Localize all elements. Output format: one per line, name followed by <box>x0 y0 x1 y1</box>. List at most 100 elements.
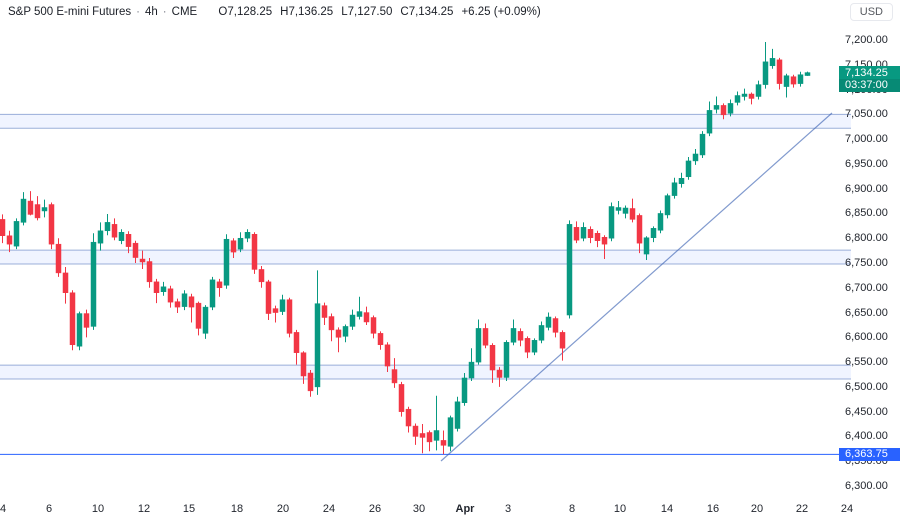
candle[interactable] <box>608 202 615 242</box>
candle[interactable] <box>587 226 594 244</box>
candle[interactable] <box>251 232 258 274</box>
candle[interactable] <box>272 305 279 323</box>
candle[interactable] <box>692 149 699 165</box>
candle[interactable] <box>41 199 48 218</box>
candle[interactable] <box>482 323 489 349</box>
candle[interactable] <box>594 230 601 248</box>
candle[interactable] <box>699 131 706 158</box>
candle[interactable] <box>181 290 188 311</box>
candle[interactable] <box>461 373 468 406</box>
candle[interactable] <box>552 316 559 338</box>
candle[interactable] <box>167 285 174 308</box>
currency-label[interactable]: USD <box>849 3 893 21</box>
candle[interactable] <box>496 367 503 387</box>
candle[interactable] <box>741 88 748 101</box>
candle[interactable] <box>538 321 545 344</box>
candle[interactable] <box>713 96 720 114</box>
candle[interactable] <box>335 327 342 353</box>
candle[interactable] <box>573 221 580 244</box>
candle[interactable] <box>363 306 370 325</box>
candle[interactable] <box>0 214 6 244</box>
symbol-title[interactable]: S&P 500 E-mini Futures · 4h · CME <box>8 6 197 18</box>
candle[interactable] <box>76 311 83 351</box>
candle[interactable] <box>258 265 265 288</box>
candle[interactable] <box>111 218 118 241</box>
candle[interactable] <box>643 236 650 261</box>
candle[interactable] <box>489 343 496 383</box>
candle[interactable] <box>55 238 62 277</box>
candle[interactable] <box>524 336 531 359</box>
candle[interactable] <box>321 302 328 325</box>
candle[interactable] <box>48 202 55 250</box>
candle[interactable] <box>69 290 76 351</box>
candle[interactable] <box>685 156 692 180</box>
candle[interactable] <box>314 270 321 395</box>
candle[interactable] <box>349 309 356 330</box>
candle[interactable] <box>188 293 195 323</box>
candle[interactable] <box>13 218 20 250</box>
candle[interactable] <box>783 73 790 98</box>
candle[interactable] <box>727 99 734 117</box>
candle[interactable] <box>622 205 629 219</box>
candle[interactable] <box>20 192 27 226</box>
candle[interactable] <box>279 294 286 316</box>
candle[interactable] <box>804 71 811 76</box>
candle[interactable] <box>454 396 461 432</box>
candle[interactable] <box>125 231 132 254</box>
candle[interactable] <box>601 235 608 260</box>
candle[interactable] <box>769 48 776 69</box>
candle[interactable] <box>328 313 335 342</box>
candle[interactable] <box>440 430 447 455</box>
candle[interactable] <box>468 348 475 381</box>
candle[interactable] <box>237 232 244 253</box>
candle[interactable] <box>559 330 566 361</box>
candle[interactable] <box>517 328 524 347</box>
candle[interactable] <box>671 177 678 199</box>
candle[interactable] <box>405 406 412 433</box>
candle[interactable] <box>678 172 685 188</box>
candle[interactable] <box>146 258 153 288</box>
candle[interactable] <box>216 278 223 297</box>
price-zone[interactable] <box>0 250 851 264</box>
candle[interactable] <box>657 210 664 234</box>
candle[interactable] <box>797 71 804 87</box>
candle[interactable] <box>720 103 727 120</box>
candle[interactable] <box>636 213 643 254</box>
candle[interactable] <box>174 298 181 314</box>
candle[interactable] <box>244 229 251 243</box>
candle[interactable] <box>300 351 307 384</box>
candle[interactable] <box>230 238 237 259</box>
candle[interactable] <box>286 297 293 338</box>
candle[interactable] <box>342 324 349 343</box>
candle[interactable] <box>370 315 377 339</box>
interval-label[interactable]: 4h <box>145 6 158 18</box>
candle[interactable] <box>6 230 13 253</box>
candle[interactable] <box>776 57 783 90</box>
candle[interactable] <box>748 92 755 105</box>
candle[interactable] <box>97 222 104 251</box>
price-zone[interactable] <box>0 365 851 379</box>
candle[interactable] <box>629 198 636 223</box>
candle[interactable] <box>433 395 440 451</box>
candle[interactable] <box>426 430 433 452</box>
candle[interactable] <box>503 340 510 381</box>
candle[interactable] <box>132 240 139 263</box>
candle[interactable] <box>27 191 34 216</box>
candle[interactable] <box>223 234 230 289</box>
candle[interactable] <box>160 281 167 296</box>
candle[interactable] <box>118 229 125 245</box>
candle[interactable] <box>510 319 517 346</box>
candle[interactable] <box>545 312 552 331</box>
candle[interactable] <box>34 196 41 221</box>
candle[interactable] <box>762 41 769 89</box>
candle[interactable] <box>580 222 587 242</box>
candle[interactable] <box>356 296 363 320</box>
candle[interactable] <box>153 278 160 304</box>
candle[interactable] <box>531 338 538 356</box>
candle[interactable] <box>209 276 216 311</box>
candle[interactable] <box>790 74 797 88</box>
candle[interactable] <box>62 266 69 304</box>
candle[interactable] <box>293 329 300 365</box>
candle[interactable] <box>706 101 713 137</box>
